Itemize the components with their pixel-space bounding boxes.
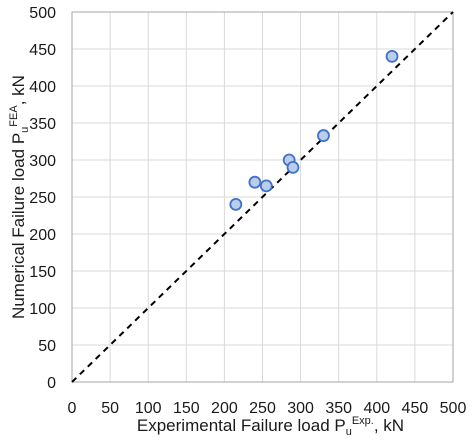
y-tick-label-0: 0 (47, 375, 56, 392)
x-tick-label-300: 300 (287, 400, 314, 417)
x-tick-label-350: 350 (325, 400, 352, 417)
y-tick-label-350: 350 (29, 116, 56, 133)
y-tick-label-200: 200 (29, 227, 56, 244)
y-axis-label-sub: u (19, 127, 31, 133)
data-points (229, 50, 399, 211)
reference-line-1-to-1 (71, 11, 454, 383)
data-point-1 (229, 197, 243, 211)
x-tick-labels: 0 50 100 150 200 250 300 350 400 450 500 (68, 400, 467, 417)
x-axis-label-sup: Exp. (352, 415, 374, 427)
data-point-3 (259, 179, 273, 193)
x-tick-label-200: 200 (211, 400, 238, 417)
y-axis-label-unit: , kN (9, 75, 28, 105)
y-axis-label: Numerical Failure load PuFEA, kN (8, 75, 31, 319)
y-tick-label-50: 50 (38, 338, 56, 355)
x-tick-label-100: 100 (135, 400, 162, 417)
x-tick-label-400: 400 (363, 400, 390, 417)
x-tick-label-450: 450 (402, 400, 429, 417)
y-tick-label-100: 100 (29, 301, 56, 318)
data-point-6 (317, 129, 330, 142)
y-axis-label-sup: FEA (8, 105, 20, 127)
data-point-5 (286, 160, 300, 174)
y-tick-label-250: 250 (29, 190, 56, 207)
y-tick-label-450: 450 (29, 42, 56, 59)
x-tick-label-500: 500 (440, 400, 467, 417)
data-point-7 (385, 50, 399, 63)
x-tick-label-150: 150 (173, 400, 200, 417)
y-axis-label-main: Numerical Failure load P (9, 133, 28, 319)
data-point-2 (248, 175, 262, 189)
x-axis-label-sub: u (346, 426, 352, 438)
y-tick-label-300: 300 (29, 153, 56, 170)
x-tick-label-50: 50 (101, 400, 119, 417)
y-tick-labels: 0 50 100 150 200 250 300 350 400 450 500 (29, 5, 56, 392)
x-tick-label-250: 250 (249, 400, 276, 417)
plot-area-frame (71, 11, 454, 383)
y-tick-label-400: 400 (29, 79, 56, 96)
x-axis-label-unit: , kN (374, 416, 404, 435)
y-tick-label-500: 500 (29, 5, 56, 22)
x-axis-label-main: Experimental Failure load P (137, 416, 346, 435)
x-axis-label: Experimental Failure load PuExp., kN (137, 415, 404, 438)
y-tick-label-150: 150 (29, 264, 56, 281)
x-tick-label-0: 0 (68, 400, 77, 417)
